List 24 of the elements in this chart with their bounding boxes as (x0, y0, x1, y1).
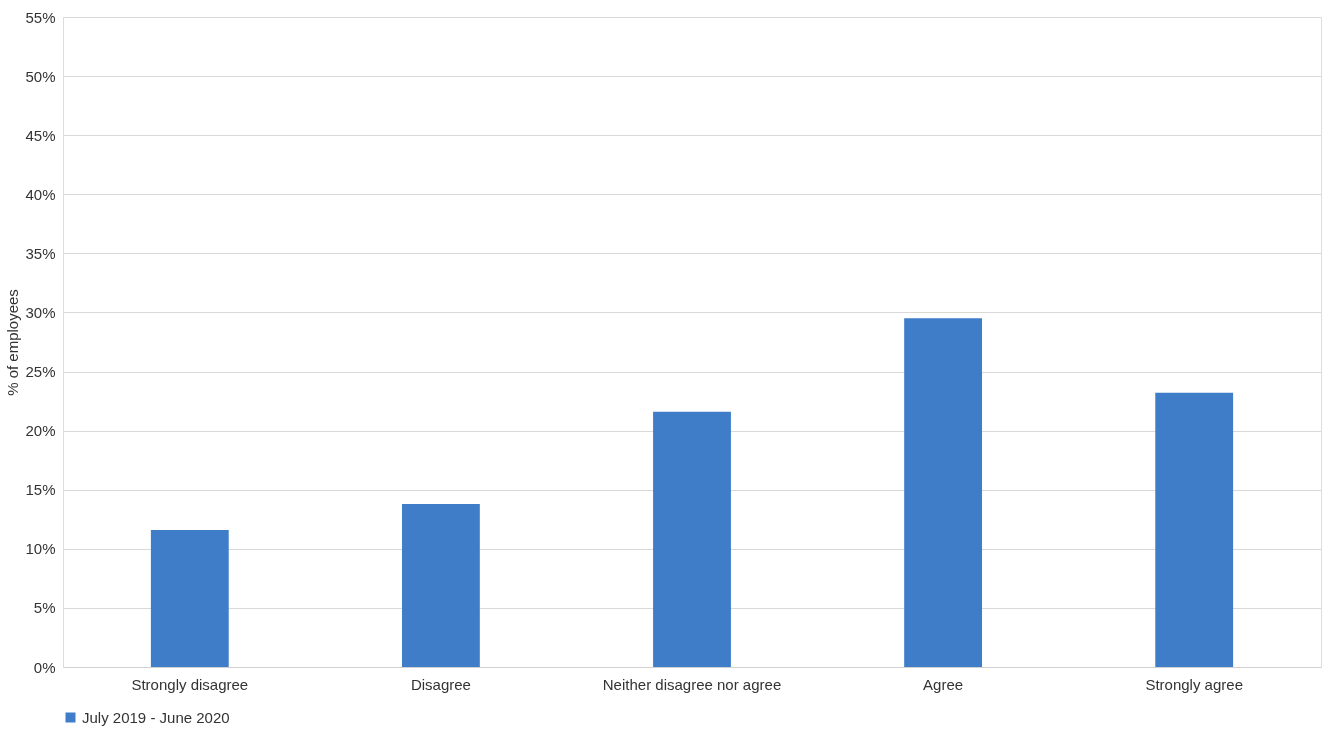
bar (401, 503, 480, 667)
x-tick-label: Disagree (410, 675, 471, 693)
bar (653, 411, 731, 667)
x-tick-label: Strongly agree (1145, 675, 1243, 693)
y-tick-label: 10% (25, 540, 56, 558)
bar (904, 318, 983, 667)
y-tick-label: 55% (25, 8, 56, 26)
y-tick-label: 35% (25, 244, 56, 262)
bar (1155, 392, 1234, 667)
y-tick-label: 0% (33, 658, 56, 676)
x-tick-label: Agree (923, 675, 964, 693)
y-tick-label: 30% (25, 303, 56, 321)
y-tick-label: 25% (25, 363, 56, 381)
x-tick-label: Strongly disagree (131, 675, 249, 693)
y-tick-label: 5% (33, 599, 56, 617)
y-tick-label: 40% (25, 185, 56, 203)
x-tick-label: Neither disagree nor agree (602, 675, 782, 693)
legend-label: July 2019 - June 2020 (82, 708, 230, 726)
y-tick-label: 50% (25, 67, 56, 85)
bar (150, 529, 229, 667)
y-axis-title: % of employees (4, 289, 22, 396)
y-tick-label: 20% (25, 422, 56, 440)
y-tick-label: 45% (25, 126, 56, 144)
y-tick-label: 15% (25, 481, 56, 499)
